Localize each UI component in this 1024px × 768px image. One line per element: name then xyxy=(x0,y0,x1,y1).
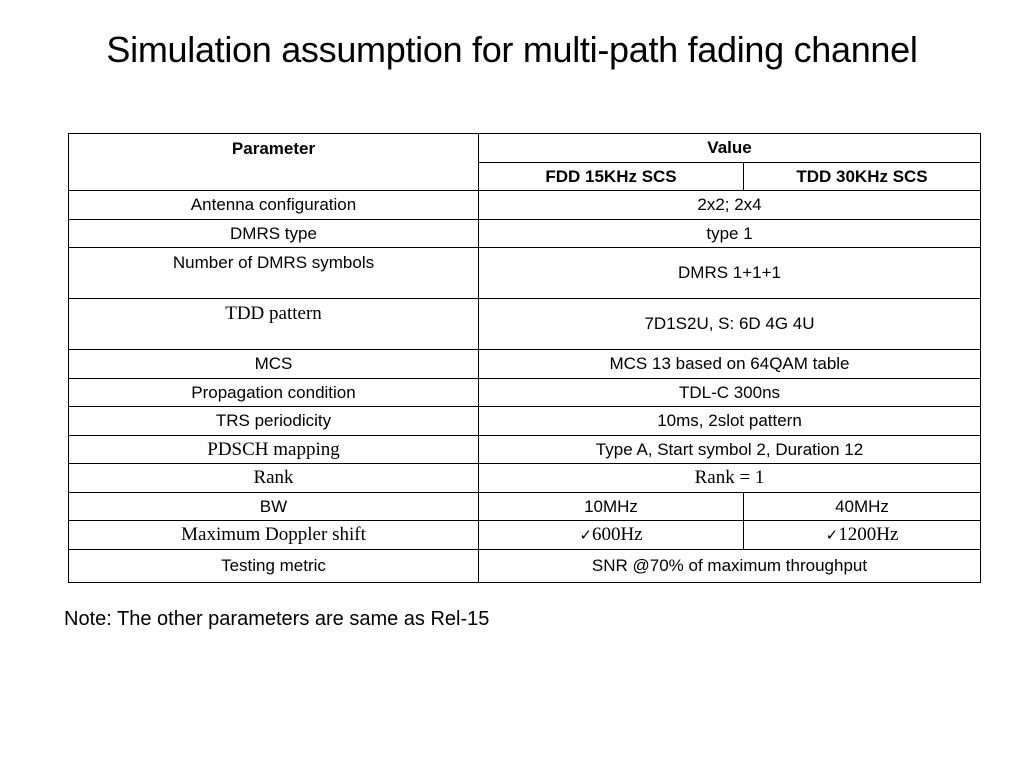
table-header-row: Parameter Value xyxy=(68,133,982,191)
value-header: Value xyxy=(477,133,982,163)
param-cell: TRS periodicity xyxy=(68,406,479,436)
tdd-scs-header: TDD 30KHz SCS xyxy=(742,162,982,191)
table-row: MCS MCS 13 based on 64QAM table xyxy=(68,349,982,379)
param-cell: BW xyxy=(68,492,479,521)
table-row: Propagation condition TDL-C 300ns xyxy=(68,378,982,407)
value-cell: 7D1S2U, S: 6D 4G 4U xyxy=(477,298,982,350)
fdd-scs-header: FDD 15KHz SCS xyxy=(478,162,744,191)
value-cell: 10ms, 2slot pattern xyxy=(477,406,982,436)
tdd-doppler-value: 1200Hz xyxy=(838,524,899,545)
value-cell: MCS 13 based on 64QAM table xyxy=(477,349,982,379)
table-subheader-row: FDD 15KHz SCS TDD 30KHz SCS xyxy=(69,162,982,191)
tdd-value-cell: 40MHz xyxy=(742,492,982,521)
table-row: Testing metric SNR @70% of maximum throu… xyxy=(68,549,982,583)
param-cell: Number of DMRS symbols xyxy=(68,247,479,299)
checkmark-icon: ✓ xyxy=(825,526,839,544)
param-cell: Testing metric xyxy=(68,549,479,583)
param-cell: Rank xyxy=(68,463,479,493)
table-row: Maximum Doppler shift ✓600Hz ✓1200Hz xyxy=(68,520,982,550)
fdd-doppler-value: 600Hz xyxy=(591,524,643,545)
value-cell: 2x2; 2x4 xyxy=(477,190,982,220)
table-row: Number of DMRS symbols DMRS 1+1+1 xyxy=(68,247,982,299)
value-cell: Type A, Start symbol 2, Duration 12 xyxy=(477,435,982,464)
checkmark-icon: ✓ xyxy=(579,526,592,544)
table-row: Antenna configuration 2x2; 2x4 xyxy=(68,190,982,220)
table-row: BW 10MHz 40MHz xyxy=(68,492,982,521)
param-cell: MCS xyxy=(68,349,479,379)
table-row: Rank Rank = 1 xyxy=(68,463,982,493)
simulation-parameters-table: Parameter Value FDD 15KHz SCS TDD 30KHz … xyxy=(68,133,982,583)
table-row: TDD pattern 7D1S2U, S: 6D 4G 4U xyxy=(68,298,982,350)
param-cell: PDSCH mapping xyxy=(68,435,479,464)
value-cell: Rank = 1 xyxy=(477,463,982,493)
param-cell: Maximum Doppler shift xyxy=(68,520,479,550)
value-cell: TDL-C 300ns xyxy=(477,378,982,407)
tdd-value-cell: ✓1200Hz xyxy=(742,520,982,550)
slide-title: Simulation assumption for multi-path fad… xyxy=(106,29,918,70)
fdd-value-cell: ✓600Hz xyxy=(478,520,744,550)
param-cell: Antenna configuration xyxy=(68,190,479,220)
table-row: PDSCH mapping Type A, Start symbol 2, Du… xyxy=(68,435,982,464)
param-cell: TDD pattern xyxy=(68,298,479,350)
fdd-value-cell: 10MHz xyxy=(478,492,744,521)
table-row: DMRS type type 1 xyxy=(68,219,982,248)
value-cell: SNR @70% of maximum throughput xyxy=(477,549,982,583)
param-cell: DMRS type xyxy=(68,219,479,248)
param-cell: Propagation condition xyxy=(68,378,479,407)
value-cell: type 1 xyxy=(477,219,982,248)
value-cell: DMRS 1+1+1 xyxy=(477,247,982,299)
parameter-header: Parameter xyxy=(68,133,479,191)
table-row: TRS periodicity 10ms, 2slot pattern xyxy=(68,406,982,436)
footnote: Note: The other parameters are same as R… xyxy=(64,608,490,630)
